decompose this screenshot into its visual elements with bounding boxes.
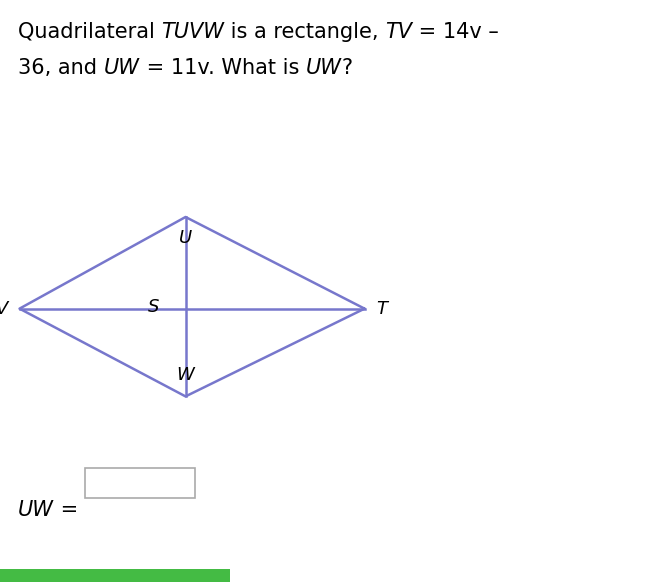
Bar [0, 569, 230, 582]
Text: =: = [54, 500, 85, 520]
Text: V: V [0, 300, 8, 318]
Text: is a rectangle,: is a rectangle, [225, 22, 385, 42]
Text: 36, and: 36, and [18, 58, 104, 78]
Text: TV: TV [385, 22, 413, 42]
Text: U: U [179, 229, 192, 247]
Text: UW: UW [104, 58, 139, 78]
Text: UW: UW [305, 58, 341, 78]
Text: ?: ? [341, 58, 352, 78]
FancyBboxPatch shape [85, 468, 195, 498]
Text: S: S [148, 299, 159, 317]
Text: TUVW: TUVW [161, 22, 225, 42]
Text: = 11v. What is: = 11v. What is [139, 58, 305, 78]
Text: T: T [376, 300, 387, 318]
Text: UW: UW [18, 500, 54, 520]
Text: Quadrilateral: Quadrilateral [18, 22, 161, 42]
Text: W: W [176, 367, 195, 384]
Text: = 14v –: = 14v – [413, 22, 499, 42]
